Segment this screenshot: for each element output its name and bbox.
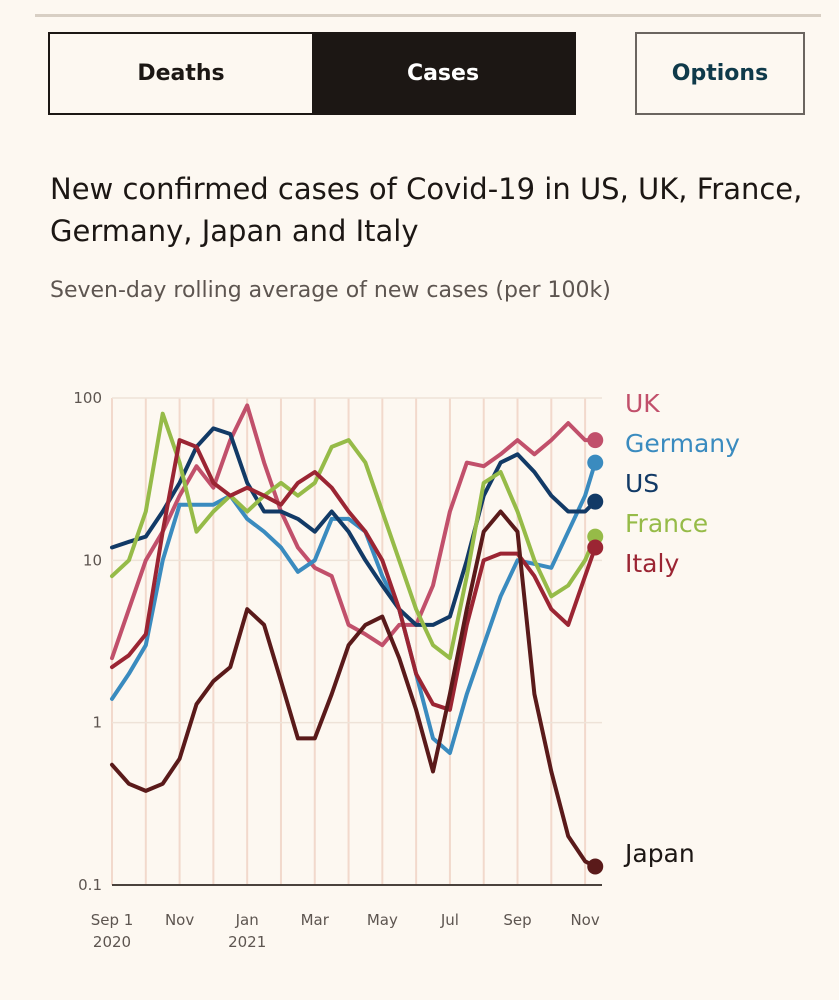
end-dot-us — [587, 493, 604, 510]
options-button[interactable]: Options — [635, 32, 805, 115]
x-tick-year-label: 2020 — [93, 933, 131, 951]
x-tick-label: Sep — [503, 911, 531, 929]
x-tick-year-label: 2021 — [228, 933, 266, 951]
series-line-japan — [110, 509, 598, 869]
cases-tab[interactable]: Cases — [312, 34, 574, 113]
x-tick-label: Jan — [235, 911, 259, 929]
y-tick-label: 1 — [92, 714, 102, 732]
end-dot-japan — [587, 858, 604, 875]
chart-subtitle: Seven-day rolling average of new cases (… — [50, 278, 611, 303]
y-tick-label: 10 — [83, 551, 102, 569]
end-dot-italy — [587, 539, 604, 556]
x-tick-label: Nov — [165, 911, 194, 929]
series-line-germany — [110, 460, 598, 755]
top-divider — [35, 14, 821, 17]
end-dot-germany — [587, 454, 604, 471]
series-line-uk — [110, 403, 598, 661]
series-line-france — [110, 411, 598, 661]
x-tick-label: Nov — [570, 911, 599, 929]
series-label-japan: Japan — [623, 839, 695, 868]
series-label-germany: Germany — [625, 429, 740, 458]
series-label-france: France — [625, 509, 708, 538]
series-label-us: US — [625, 469, 659, 498]
deaths-tab[interactable]: Deaths — [50, 34, 312, 113]
chart-title: New confirmed cases of Covid-19 in US, U… — [50, 172, 803, 248]
end-dot-uk — [587, 432, 604, 449]
x-tick-label: Sep 1 — [91, 911, 134, 929]
x-tick-label: Mar — [301, 911, 330, 929]
series-line-us — [110, 426, 598, 627]
y-tick-label: 100 — [73, 389, 102, 407]
x-tick-label: Jul — [440, 911, 459, 929]
metric-toggle: Deaths Cases — [48, 32, 576, 115]
series-label-italy: Italy — [625, 549, 679, 578]
series-label-uk: UK — [625, 389, 660, 418]
y-tick-label: 0.1 — [78, 876, 102, 894]
line-chart: 100 10 1 0.1 Sep 1 2020 Nov Jan 2021 Mar May Jul Sep… — [73, 389, 740, 951]
x-tick-label: May — [367, 911, 398, 929]
